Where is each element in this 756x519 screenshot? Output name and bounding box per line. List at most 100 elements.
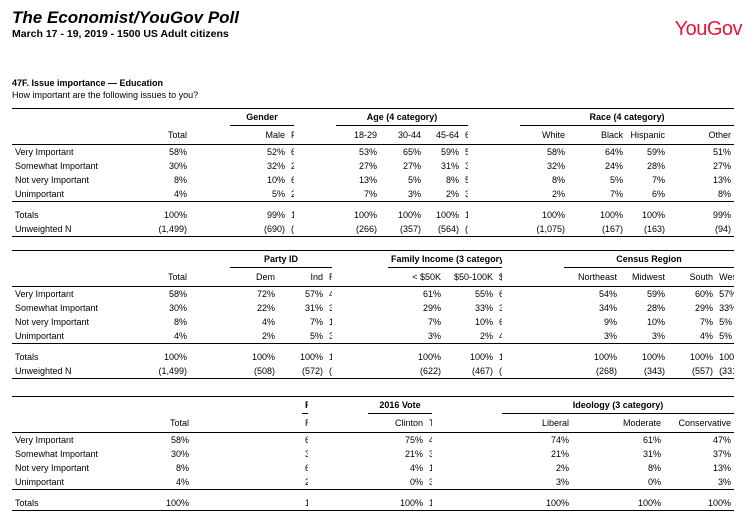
cell: 100% xyxy=(426,490,432,511)
gap xyxy=(432,447,502,461)
cell: 100% xyxy=(594,352,618,362)
gap xyxy=(468,173,520,187)
gap xyxy=(502,287,564,302)
cell: 2% xyxy=(446,189,460,199)
cell: 5% xyxy=(719,317,733,327)
row-label: Unweighted N xyxy=(15,224,72,234)
cell: 6% xyxy=(291,175,295,185)
cell: (1,499) xyxy=(158,224,187,234)
gap xyxy=(192,414,302,433)
group-header: Ideology (3 category) xyxy=(502,396,735,414)
column-header: < $50K xyxy=(412,272,442,282)
gap xyxy=(432,433,502,448)
gap xyxy=(468,109,520,126)
data-row: Totals100%99%100%100%100%100%100%100%100… xyxy=(12,201,734,223)
cell: 32% xyxy=(547,161,566,171)
cell: 59% xyxy=(647,147,666,157)
cell: 58% xyxy=(547,147,566,157)
gap xyxy=(332,315,388,329)
gap xyxy=(308,447,368,461)
data-row: Unweighted N (1,499) (690) (809) (266) (357) (… xyxy=(12,222,734,237)
cell: 3% xyxy=(426,475,432,490)
cell: 100% xyxy=(163,210,187,220)
gap xyxy=(190,109,230,126)
group-row: Gender Age (4 category) Race (4 category) xyxy=(12,108,734,126)
group-header: Census Region xyxy=(564,250,734,268)
column-row: Total MaleFemale 18-29 30-44 45-6465+ White Bl… xyxy=(12,126,734,145)
column-header: Black xyxy=(601,130,624,140)
cell: 37% xyxy=(465,161,469,171)
group-row: Party ID Family Income (3 category) Census… xyxy=(12,250,734,268)
cell: 28% xyxy=(291,161,295,171)
cell: 59% xyxy=(441,147,460,157)
cell: 13% xyxy=(713,463,732,473)
gap xyxy=(432,490,502,511)
group-header: 2016 Vote xyxy=(368,396,433,414)
cell: 0% xyxy=(648,477,662,487)
row-label: Not very Important xyxy=(15,175,90,185)
cell: 8% xyxy=(446,175,460,185)
column-header: Conservative xyxy=(678,418,732,428)
gap xyxy=(190,329,230,344)
row-label: Very Important xyxy=(15,147,74,157)
gap xyxy=(190,287,230,302)
gap xyxy=(432,461,502,475)
gap xyxy=(432,414,502,433)
data-row: Very Important58%72%57%45%61%55%60%54%59… xyxy=(12,287,734,302)
gap xyxy=(502,364,564,379)
cell: 100% xyxy=(397,210,422,220)
gap xyxy=(468,202,520,223)
cell: 27% xyxy=(712,161,731,171)
blank xyxy=(152,109,190,126)
data-row: Not very Important 8% 10% 6% 13% 5% 8% 5% 8% 5% 7%… xyxy=(12,173,734,187)
data-row: Somewhat Important30%30%21%39%21%31%37%3… xyxy=(12,447,734,461)
cell: 55% xyxy=(462,145,468,160)
cell: 100% xyxy=(435,210,460,220)
group-header: Family Income (3 category) xyxy=(388,250,503,268)
cell: (343) xyxy=(644,366,666,376)
cell: 100% xyxy=(288,202,294,223)
data-row: Not very Important 8% 4% 7% 13% 7% 10% 6% 9% 10% 7… xyxy=(12,315,734,329)
column-header: Female xyxy=(288,126,294,145)
cell: 5% xyxy=(610,175,624,185)
cell: 31% xyxy=(304,303,323,313)
cell: 5% xyxy=(271,189,285,199)
blank xyxy=(152,397,192,414)
cell: 3% xyxy=(462,187,468,202)
cell: 52% xyxy=(266,147,285,157)
cell: 100% xyxy=(418,352,442,362)
gap xyxy=(294,173,336,187)
blank xyxy=(12,126,152,145)
cell: 58% xyxy=(168,147,187,157)
cell: 13% xyxy=(712,175,731,185)
cell: 100% xyxy=(637,498,662,508)
cell: (557) xyxy=(692,366,714,376)
gap xyxy=(192,490,302,511)
cell: 21% xyxy=(551,449,570,459)
cell: 100% xyxy=(302,490,308,511)
cell: (268) xyxy=(596,366,618,376)
blank xyxy=(12,414,152,433)
cell: 2% xyxy=(288,187,294,202)
cell: 8% xyxy=(175,463,189,473)
gap xyxy=(308,475,368,490)
gap xyxy=(192,475,302,490)
cell: 30% xyxy=(168,303,187,313)
gap xyxy=(468,145,520,160)
gap xyxy=(190,315,230,329)
gap xyxy=(190,222,230,237)
gap xyxy=(502,344,564,365)
blank xyxy=(12,397,152,414)
cell: 5% xyxy=(408,175,422,185)
cell: (312) xyxy=(465,224,469,234)
cell: 57% xyxy=(304,289,323,299)
group-header: Registered voters xyxy=(302,396,308,414)
cell: 6% xyxy=(305,463,308,473)
crosstab: Registered voters 2016 Vote Ideology (3 ca… xyxy=(12,396,735,511)
group-header: Gender xyxy=(230,108,295,126)
gap xyxy=(502,301,564,315)
cell: 7% xyxy=(610,189,624,199)
column-header: 30-44 xyxy=(397,130,422,140)
